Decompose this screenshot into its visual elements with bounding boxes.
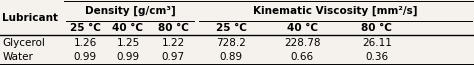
Text: Glycerol: Glycerol [2, 38, 45, 48]
Text: 80 °C: 80 °C [361, 23, 392, 33]
Text: 40 °C: 40 °C [287, 23, 318, 33]
Text: 0.99: 0.99 [117, 52, 139, 62]
Text: 25 °C: 25 °C [70, 23, 101, 33]
Text: 728.2: 728.2 [216, 38, 246, 48]
Text: 80 °C: 80 °C [157, 23, 189, 33]
Text: 0.99: 0.99 [74, 52, 97, 62]
Text: 1.25: 1.25 [116, 38, 140, 48]
Text: Lubricant: Lubricant [2, 13, 58, 23]
Text: Kinematic Viscosity [mm²/s]: Kinematic Viscosity [mm²/s] [253, 6, 418, 16]
Text: 0.36: 0.36 [365, 52, 388, 62]
Text: 1.26: 1.26 [73, 38, 97, 48]
Text: 0.66: 0.66 [291, 52, 314, 62]
Text: 228.78: 228.78 [284, 38, 320, 48]
Text: 0.97: 0.97 [162, 52, 184, 62]
Text: 40 °C: 40 °C [112, 23, 144, 33]
Text: 25 °C: 25 °C [216, 23, 246, 33]
Text: Density [g/cm³]: Density [g/cm³] [85, 6, 176, 16]
Text: 1.22: 1.22 [161, 38, 185, 48]
Text: Water: Water [2, 52, 33, 62]
Text: 26.11: 26.11 [362, 38, 392, 48]
Text: 0.89: 0.89 [219, 52, 243, 62]
